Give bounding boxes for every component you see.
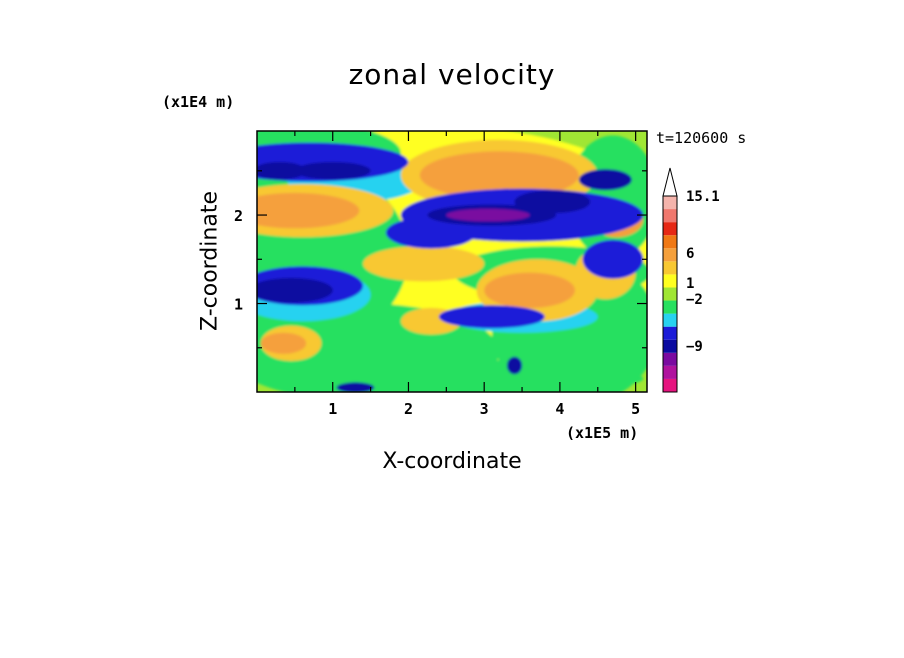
contour-region [363,246,485,282]
contour-region [257,277,333,303]
contour-region [385,216,477,249]
x-axis-multiplier: (x1E5 m) [566,424,639,442]
colorbar-swatch [663,235,677,249]
x-tick-label: 5 [631,400,640,418]
time-stamp: t=120600 s [656,129,747,147]
x-tick-label: 1 [328,400,337,418]
field-regions [257,131,647,392]
chart-title: zonal velocity [348,58,556,91]
colorbar-swatch [663,222,677,236]
colorbar-label: 15.1 [686,189,720,205]
x-axis-label: X-coordinate [382,449,522,474]
colorbar-swatch [663,352,677,366]
y-axis-multiplier: (x1E4 m) [162,93,235,111]
contour-region [578,169,632,191]
colorbar-swatch [663,261,677,275]
contour-region [257,192,360,229]
axis-ticks: 1 2 3 4 5 1 2 [234,131,647,418]
contour-field [257,131,647,392]
contour-region [294,162,371,180]
x-tick-label: 2 [404,400,413,418]
colorbar-swatch [663,287,677,301]
x-tick-label: 4 [555,400,564,418]
plot-frame [256,130,648,393]
contour-region [419,151,579,200]
colorbar: 15.1 6 1−2 −9 [662,167,720,393]
colorbar-swatch [663,248,677,262]
contour-region [476,356,583,392]
colorbar-frame [662,195,678,393]
colorbar-max-arrow [662,167,678,197]
colorbar-swatch [663,300,677,314]
colorbar-swatch [663,326,677,340]
colorbar-swatch [663,209,677,223]
colorbar-label: −2 [686,292,703,308]
contour-region [336,382,375,392]
contour-region [260,332,307,354]
colorbar-label: −9 [686,339,703,355]
colorbar-label: 1 [686,276,694,292]
colorbar-swatch [663,313,677,327]
colorbar-swatch [663,339,677,353]
contour-region [446,208,530,222]
y-tick-label: 1 [234,296,243,314]
contour-region [484,272,575,308]
contour-region [438,305,545,329]
contour-region [514,190,591,214]
y-axis-label: Z-coordinate [197,191,223,331]
colorbar-swatch [663,274,677,288]
colorbar-label: 6 [686,246,694,262]
x-tick-label: 3 [480,400,489,418]
contour-region [257,162,307,180]
contour-region [582,239,644,279]
contour-region [506,356,523,375]
colorbar-swatch [663,378,677,392]
colorbar-swatch [663,196,677,210]
y-tick-label: 2 [234,207,243,225]
colorbar-swatch [663,365,677,379]
